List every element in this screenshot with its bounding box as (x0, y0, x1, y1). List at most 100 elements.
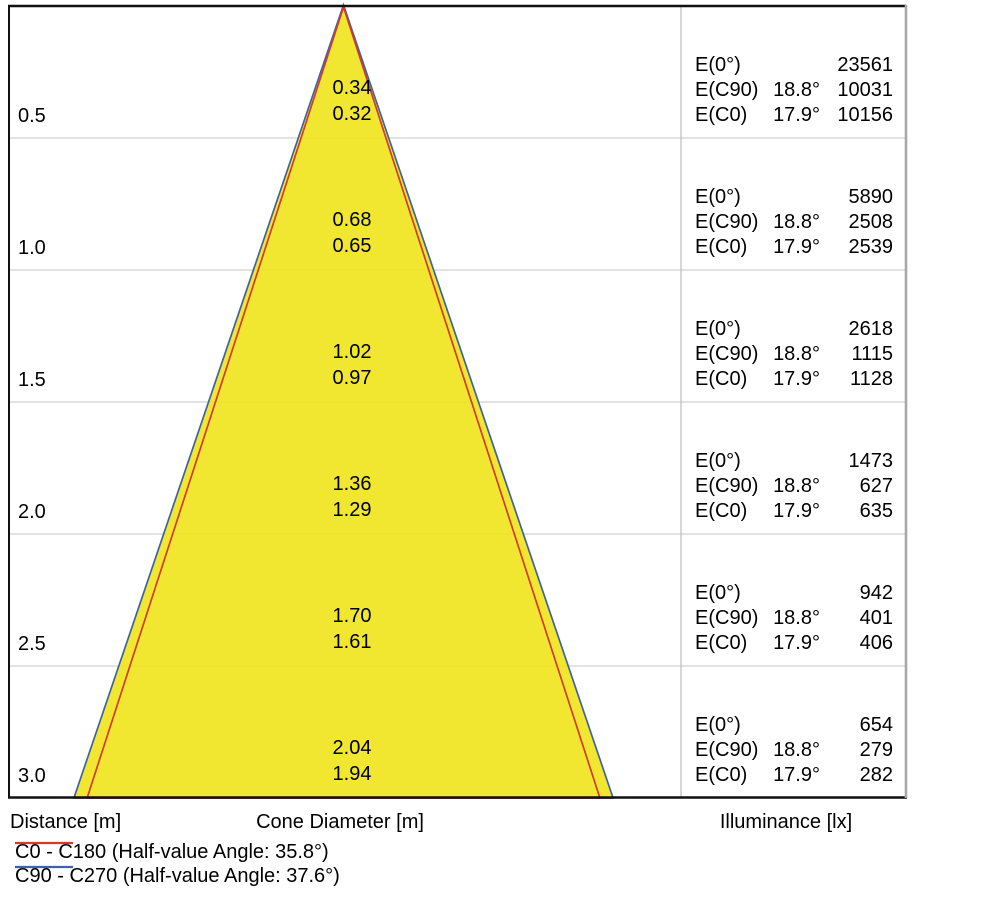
cone-diameter-c0-value: 1.29 (332, 499, 372, 521)
e0-value: 23561 (837, 54, 893, 76)
ec0-value: 635 (859, 500, 893, 522)
ec90-line: E(C90) 18.8° 2508 (695, 210, 893, 235)
distance-value: 2.5 (18, 633, 46, 655)
illuminance-block: E(0°) 23561 E(C90) 18.8° 10031 E(C0) 17.… (695, 53, 893, 128)
ec0-label: E(C0) (695, 500, 748, 522)
cone-diameter-values: 0.34 0.32 (272, 75, 432, 127)
ec0-line: E(C0) 17.9° 10156 (695, 103, 893, 128)
e0-line: E(0°) 5890 (695, 185, 893, 210)
ec0-line: E(C0) 17.9° 282 (695, 763, 893, 788)
cone-diameter-values: 2.04 1.94 (272, 735, 432, 787)
legend-label-c90: C90 - C270 (Half-value Angle: 37.6°) (15, 864, 340, 887)
e0-angle-spacer (765, 581, 820, 606)
ec90-angle: 18.8° (773, 79, 820, 101)
ec0-angle: 17.9° (773, 236, 820, 258)
ec90-line: E(C90) 18.8° 627 (695, 474, 893, 499)
cone-diameter-c0-value: 1.94 (332, 763, 372, 785)
e0-angle-spacer (765, 449, 820, 474)
ec0-angle: 17.9° (773, 632, 820, 654)
e0-angle-spacer (765, 713, 820, 738)
distance-axis-label: Distance [m] (10, 811, 122, 833)
ec0-label: E(C0) (695, 368, 748, 390)
ec90-value: 2508 (848, 211, 894, 233)
ec0-value: 1128 (849, 368, 893, 390)
e0-value: 942 (859, 582, 893, 604)
ec90-angle: 18.8° (773, 211, 820, 233)
ec0-line: E(C0) 17.9° 2539 (695, 235, 893, 260)
e0-label: E(0°) (695, 450, 741, 472)
e0-value: 5890 (848, 186, 894, 208)
e0-label: E(0°) (695, 714, 741, 736)
e0-label: E(0°) (695, 582, 741, 604)
cone-diameter-c90-value: 0.68 (332, 209, 372, 231)
legend-item-c0: C0 - C180 (Half-value Angle: 35.8°) (15, 840, 329, 864)
e0-value: 2618 (848, 318, 894, 340)
ec0-angle: 17.9° (773, 764, 820, 786)
ec90-value: 10031 (837, 79, 893, 101)
illuminance-block: E(0°) 942 E(C90) 18.8° 401 E(C0) 17.9° 4… (695, 581, 893, 656)
ec90-angle: 18.8° (773, 475, 820, 497)
legend-label-c0: C0 - C180 (Half-value Angle: 35.8°) (15, 840, 329, 863)
cone-diameter-c90-value: 0.34 (332, 77, 372, 99)
ec0-value: 282 (859, 764, 893, 786)
ec90-line: E(C90) 18.8° 10031 (695, 78, 893, 103)
ec90-label: E(C90) (695, 475, 759, 497)
ec0-line: E(C0) 17.9° 635 (695, 499, 893, 524)
illuminance-block: E(0°) 5890 E(C90) 18.8° 2508 E(C0) 17.9°… (695, 185, 893, 260)
ec0-label: E(C0) (695, 104, 748, 126)
ec0-line: E(C0) 17.9° 406 (695, 631, 893, 656)
distance-value: 0.5 (18, 105, 46, 127)
cone-diameter-values: 1.70 1.61 (272, 603, 432, 655)
ec90-angle: 18.8° (773, 739, 820, 761)
cone-diameter-values: 1.36 1.29 (272, 471, 432, 523)
distance-value: 2.0 (18, 501, 46, 523)
e0-angle-spacer (765, 185, 820, 210)
cone-diameter-values: 1.02 0.97 (272, 339, 432, 391)
e0-line: E(0°) 654 (695, 713, 893, 738)
e0-label: E(0°) (695, 318, 741, 340)
ec90-angle: 18.8° (773, 343, 820, 365)
distance-value: 1.5 (18, 369, 46, 391)
ec90-value: 1115 (851, 343, 893, 365)
cone-diameter-c0-value: 0.97 (332, 367, 372, 389)
e0-value: 654 (859, 714, 893, 736)
cone-diameter-axis-label: Cone Diameter [m] (256, 811, 424, 833)
ec90-angle: 18.8° (773, 607, 820, 629)
distance-value: 1.0 (18, 237, 46, 259)
ec0-line: E(C0) 17.9° 1128 (695, 367, 893, 392)
ec0-value: 2539 (848, 236, 894, 258)
cone-diameter-c90-value: 1.70 (332, 605, 372, 627)
ec90-line: E(C90) 18.8° 279 (695, 738, 893, 763)
ec0-value: 10156 (837, 104, 893, 126)
ec90-label: E(C90) (695, 211, 759, 233)
cone-diameter-c90-value: 2.04 (332, 737, 372, 759)
cone-diameter-c0-value: 0.65 (332, 235, 372, 257)
ec90-value: 279 (859, 739, 893, 761)
cone-diameter-c0-value: 1.61 (332, 631, 372, 653)
illuminance-block: E(0°) 1473 E(C90) 18.8° 627 E(C0) 17.9° … (695, 449, 893, 524)
illuminance-axis-label: Illuminance [lx] (719, 811, 853, 833)
e0-label: E(0°) (695, 186, 741, 208)
cone-diameter-c0-value: 0.32 (332, 103, 372, 125)
cone-diameter-c90-value: 1.02 (332, 341, 372, 363)
chart-frame (8, 4, 908, 799)
e0-line: E(0°) 942 (695, 581, 893, 606)
ec90-label: E(C90) (695, 79, 759, 101)
e0-line: E(0°) 1473 (695, 449, 893, 474)
ec90-label: E(C90) (695, 343, 759, 365)
ec90-line: E(C90) 18.8° 401 (695, 606, 893, 631)
ec90-label: E(C90) (695, 607, 759, 629)
ec0-angle: 17.9° (773, 368, 820, 390)
legend-item-c90: C90 - C270 (Half-value Angle: 37.6°) (15, 864, 340, 888)
ec0-label: E(C0) (695, 236, 748, 258)
e0-line: E(0°) 2618 (695, 317, 893, 342)
illuminance-block: E(0°) 2618 E(C90) 18.8° 1115 E(C0) 17.9°… (695, 317, 893, 392)
e0-angle-spacer (765, 53, 820, 78)
cone-diameter-values: 0.68 0.65 (272, 207, 432, 259)
ec0-label: E(C0) (695, 764, 748, 786)
ec90-label: E(C90) (695, 739, 759, 761)
cone-diameter-c90-value: 1.36 (332, 473, 372, 495)
e0-value: 1473 (848, 450, 894, 472)
e0-label: E(0°) (695, 54, 741, 76)
